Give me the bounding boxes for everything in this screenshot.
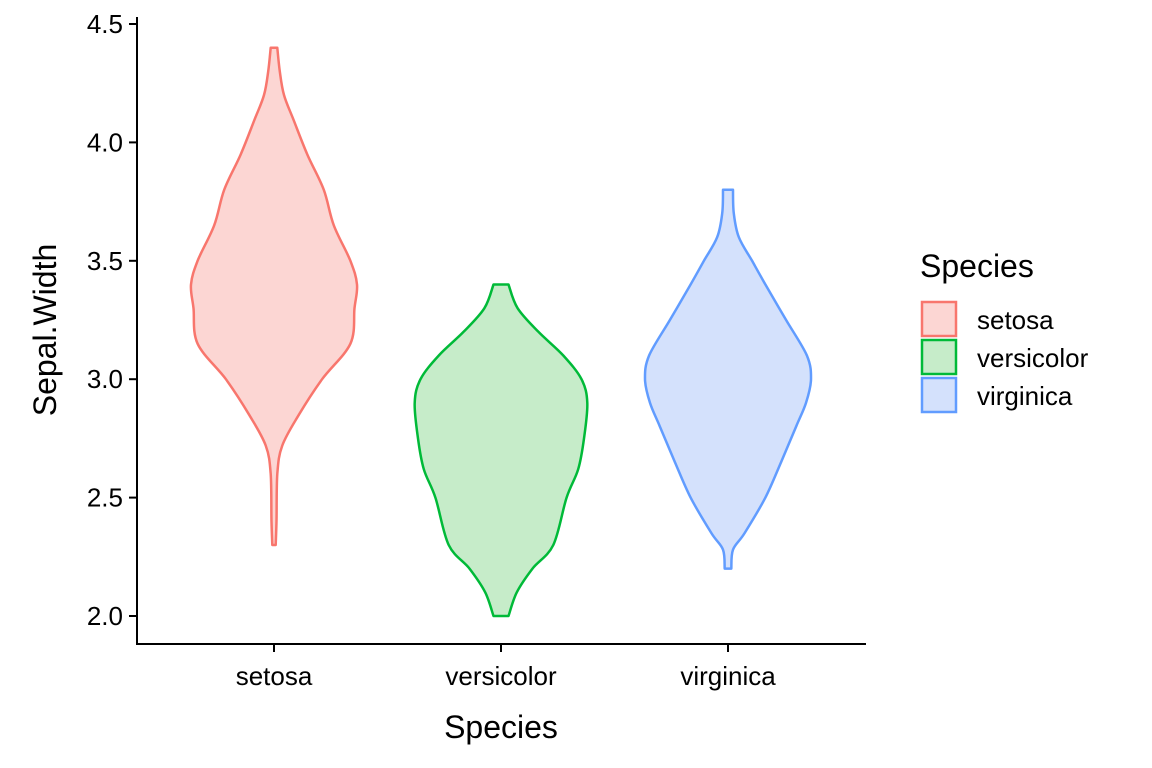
- legend-title: Species: [920, 248, 1034, 284]
- violin-virginica: [643, 188, 813, 570]
- legend-label-virginica: virginica: [977, 381, 1073, 411]
- legend-key-virginica: [920, 376, 958, 414]
- y-tick-label-4-5: 4.5: [87, 9, 123, 39]
- y-ticks: 2.0 2.5 3.0 3.5 4.0 4.5: [87, 9, 137, 631]
- legend-key-setosa: [920, 300, 958, 338]
- legend-key-versicolor: [920, 338, 958, 376]
- y-tick-label-4-0: 4.0: [87, 127, 123, 157]
- y-tick-label-3-0: 3.0: [87, 364, 123, 394]
- legend-items: setosa versicolor virginica: [920, 300, 1089, 414]
- legend-label-versicolor: versicolor: [977, 343, 1089, 373]
- legend: Species setosa versicolor virginica: [920, 248, 1089, 414]
- x-tick-label-virginica: virginica: [680, 661, 776, 691]
- legend-label-setosa: setosa: [977, 305, 1054, 335]
- violin-versicolor: [413, 283, 589, 618]
- x-axis-title: Species: [444, 709, 558, 745]
- x-ticks: setosa versicolor virginica: [236, 644, 776, 691]
- violin-setosa: [189, 46, 359, 547]
- x-tick-label-setosa: setosa: [236, 661, 313, 691]
- y-tick-label-2-0: 2.0: [87, 601, 123, 631]
- y-tick-label-2-5: 2.5: [87, 483, 123, 513]
- y-tick-label-3-5: 3.5: [87, 246, 123, 276]
- x-tick-label-versicolor: versicolor: [445, 661, 557, 691]
- violin-layer: [189, 46, 813, 618]
- y-axis-title: Sepal.Width: [27, 244, 63, 417]
